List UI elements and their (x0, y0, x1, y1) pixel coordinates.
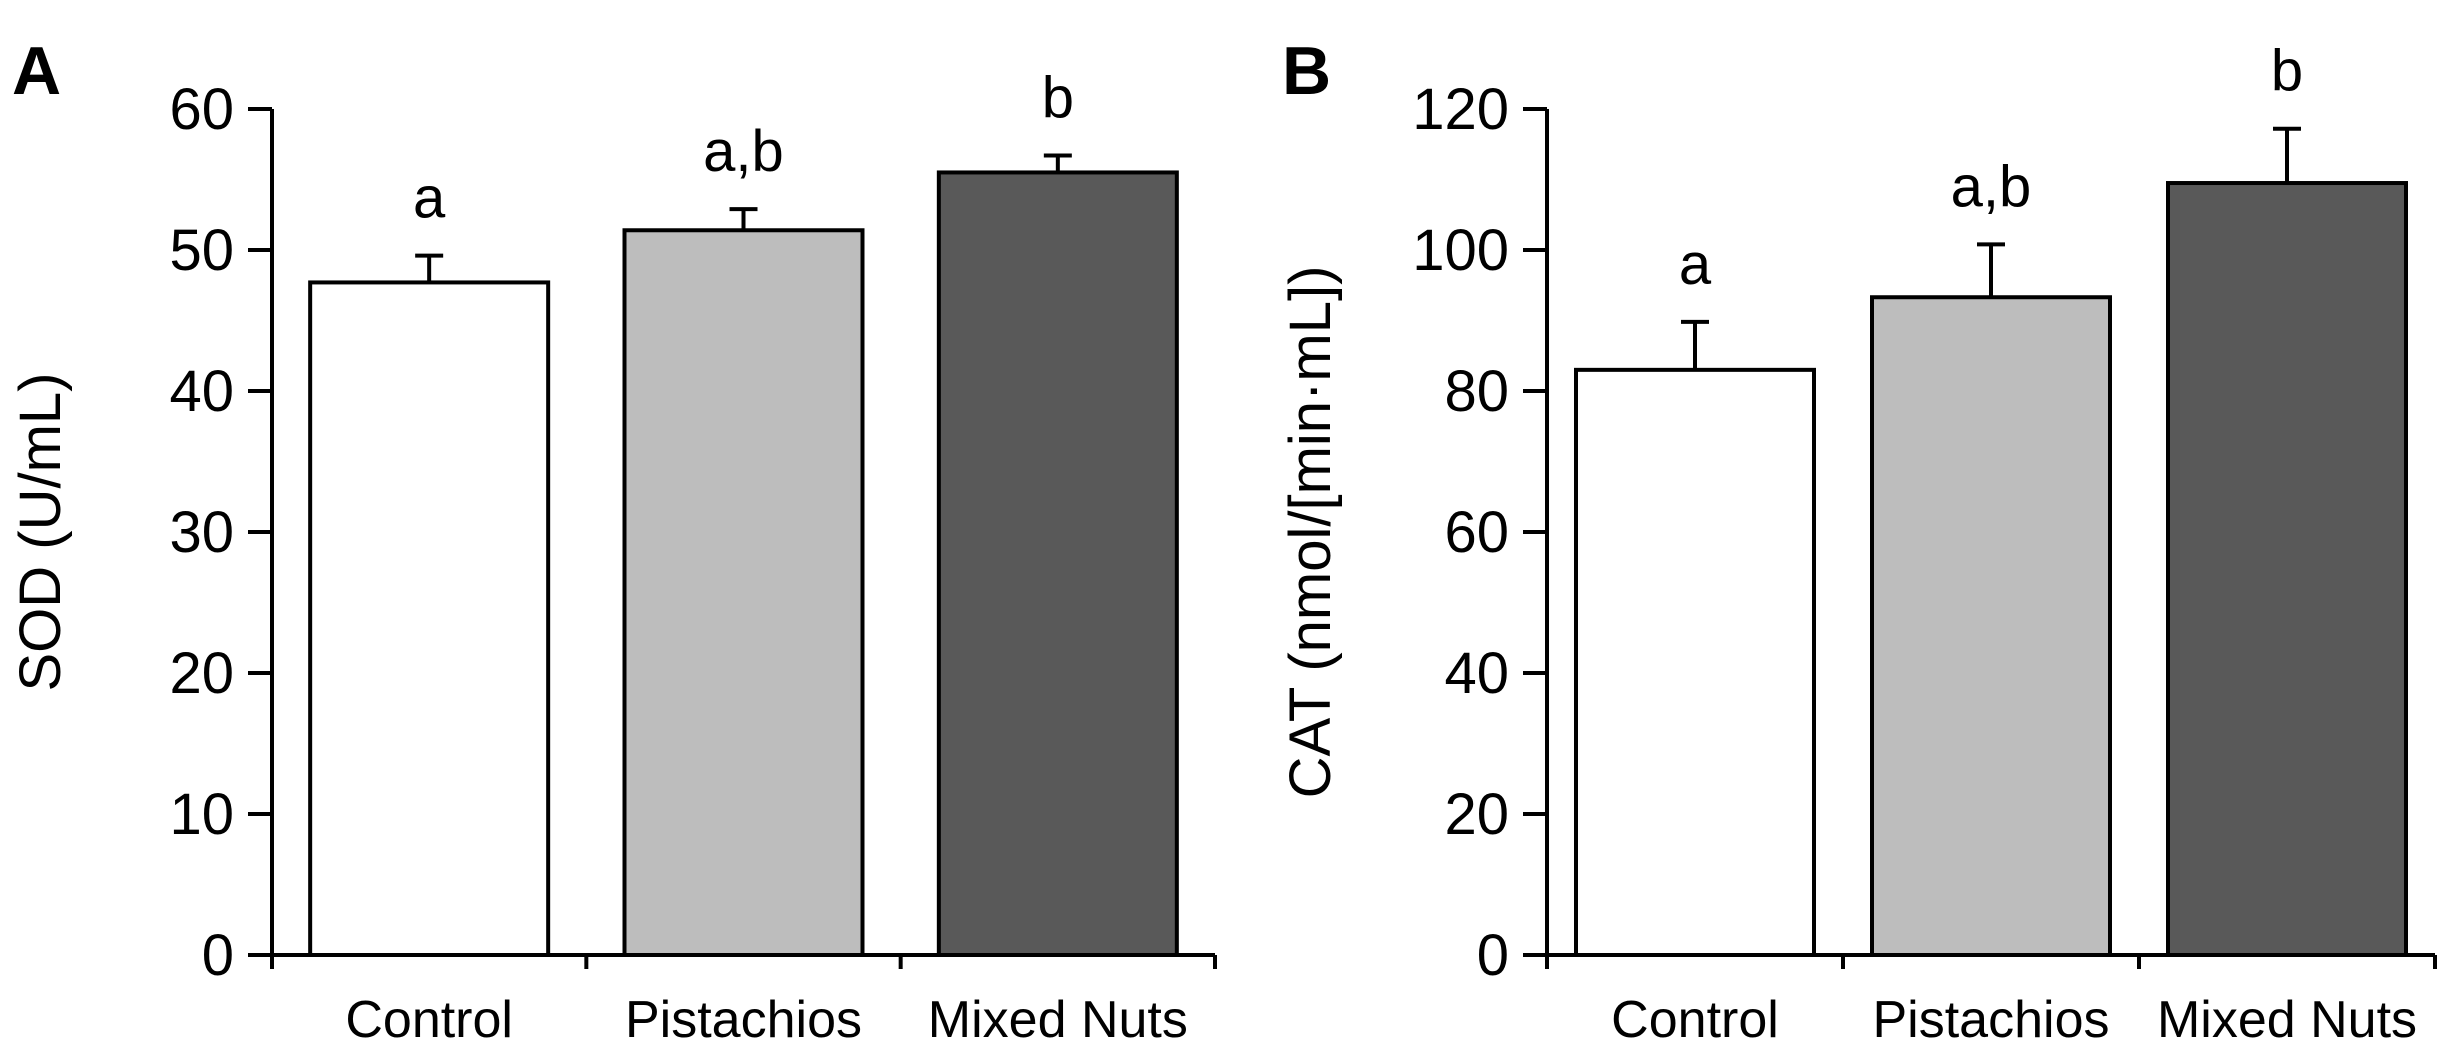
bar-pistachios (1870, 295, 2112, 957)
bar-pistachios (622, 228, 865, 957)
bar-mixed-nuts (936, 170, 1179, 957)
x-tick-label: Mixed Nuts (2157, 991, 2417, 1049)
y-tick-label: 10 (169, 782, 234, 847)
y-tick-label: 0 (202, 923, 234, 988)
y-tick-label: 50 (169, 218, 234, 283)
y-tick-label: 30 (169, 500, 234, 565)
x-tick-label: Control (345, 991, 513, 1049)
significance-label: a,b (703, 119, 784, 184)
panel-a: A 0 10 20 30 40 50 60 a Control a,b Pistachios b Mixe… (8, 33, 1217, 1049)
panel-label: A (12, 33, 61, 109)
x-tick-label: Mixed Nuts (928, 991, 1188, 1049)
x-tick-label: Pistachios (1873, 991, 2110, 1049)
x-tick-label: Control (1611, 991, 1779, 1049)
y-tick-label: 60 (1444, 500, 1509, 565)
y-axis-title: SOD (U/mL) (8, 373, 73, 692)
y-tick-label: 80 (1444, 359, 1509, 424)
panel-b: B 0 20 40 60 80 100 120 a Control a,b Pistachios b Mi… (1278, 33, 2437, 1049)
y-axis-title: CAT (nmol/[min·mL]) (1278, 266, 1343, 799)
significance-label: b (1042, 66, 1074, 131)
panel-label: B (1282, 33, 1331, 109)
y-tick-label: 20 (169, 641, 234, 706)
y-tick-label: 40 (169, 359, 234, 424)
significance-label: a (413, 166, 446, 231)
y-tick-label: 20 (1444, 782, 1509, 847)
y-tick-label: 60 (169, 77, 234, 142)
bar-control (1574, 367, 1816, 958)
y-tick-label: 100 (1412, 218, 1509, 283)
x-tick-label: Pistachios (625, 991, 862, 1049)
significance-label: a (1679, 232, 1712, 297)
y-tick-label: 0 (1477, 923, 1509, 988)
bar-mixed-nuts (2166, 181, 2408, 957)
significance-label: a,b (1951, 154, 2032, 219)
y-tick-label: 40 (1444, 641, 1509, 706)
y-tick-label: 120 (1412, 77, 1509, 142)
bar-control (308, 280, 551, 957)
significance-label: b (2271, 39, 2303, 104)
